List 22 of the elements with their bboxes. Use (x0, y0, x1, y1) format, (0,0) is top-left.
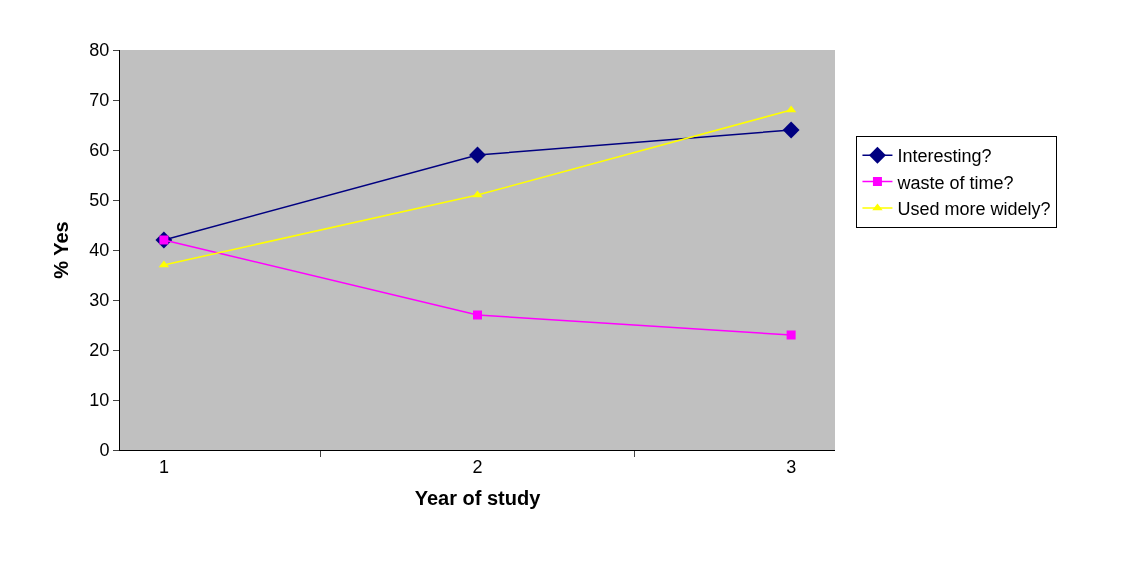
y-tick-label: 60 (89, 140, 110, 161)
x-axis-title: Year of study (414, 487, 542, 510)
point (472, 190, 483, 198)
x-tick-label: 2 (472, 456, 483, 477)
y-tick-label: 70 (89, 90, 110, 111)
y-tick-label: 40 (89, 240, 110, 261)
y-tick-label: 30 (89, 290, 110, 311)
legend-label: Used more widely? (897, 199, 1051, 220)
point (782, 121, 800, 139)
point (469, 146, 486, 164)
legend-label: Interesting? (897, 146, 992, 167)
y-axis-title: % Yes (49, 221, 72, 279)
y-tick-label: 80 (89, 40, 110, 61)
y-tick-label: 20 (89, 340, 110, 361)
legend-label: waste of time? (896, 172, 1014, 193)
x-tick-label: 1 (158, 456, 169, 477)
y-tick-label: 50 (89, 190, 110, 211)
x-tick-label: 3 (786, 456, 797, 477)
point (473, 310, 482, 320)
y-tick-label: 0 (99, 440, 110, 461)
y-tick-label: 10 (89, 390, 110, 411)
point (786, 330, 796, 340)
